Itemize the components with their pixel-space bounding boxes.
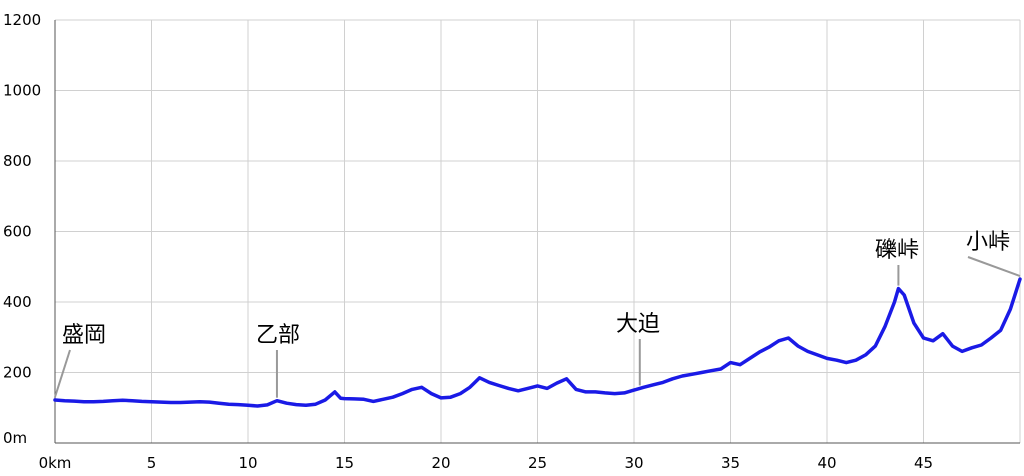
tick-labels: 0m 200 400 600 800 1000 1200 0km 5 10 15 20 25 30 35 40…: [3, 11, 933, 472]
x-tick-label: 15: [335, 454, 354, 472]
y-tick-label: 400: [3, 293, 32, 311]
place-label: 小峠: [966, 230, 1010, 255]
x-tick-label: 5: [147, 454, 157, 472]
place-annotations: 盛岡 乙部 大迫 礫峠 小峠: [54, 230, 1021, 398]
y-tick-label: 200: [3, 364, 32, 382]
place-label: 大迫: [616, 312, 660, 337]
x-tick-label: 10: [238, 454, 257, 472]
x-tick-label: 20: [431, 454, 450, 472]
x-tick-label: 25: [528, 454, 547, 472]
y-tick-label: 0m: [3, 429, 27, 447]
x-tick-label: 35: [721, 454, 740, 472]
x-tick-label: 0km: [39, 454, 72, 472]
annotation-leader: [967, 256, 1021, 278]
gridlines: [54, 19, 1021, 444]
y-tick-label: 1000: [3, 82, 41, 100]
y-tick-label: 600: [3, 223, 32, 241]
axes: [54, 20, 1020, 444]
x-tick-label: 40: [817, 454, 836, 472]
place-label: 礫峠: [875, 238, 919, 263]
x-tick-label: 30: [624, 454, 643, 472]
place-label: 盛岡: [62, 323, 106, 348]
elevation-series-line: [53, 277, 1022, 408]
y-tick-label: 800: [3, 152, 32, 170]
x-tick-label: 45: [914, 454, 933, 472]
place-label: 乙部: [256, 323, 300, 348]
y-tick-label: 1200: [3, 11, 41, 29]
profile-line: [53, 277, 1022, 408]
annotation-leader: [54, 349, 71, 398]
